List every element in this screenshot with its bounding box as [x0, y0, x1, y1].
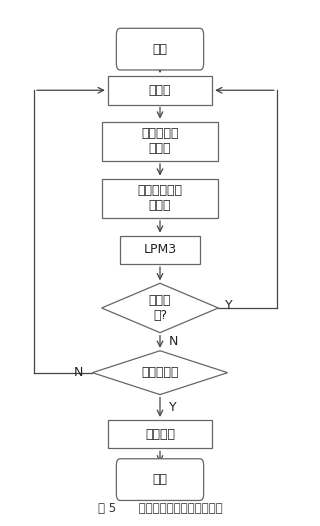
Text: 处理收到的
数据包: 处理收到的 数据包 — [141, 127, 179, 155]
Text: Y: Y — [169, 401, 177, 414]
Text: 收到数
据?: 收到数 据? — [149, 294, 171, 322]
Text: 图 5      下位机串口通信程序结构图: 图 5 下位机串口通信程序结构图 — [98, 502, 222, 515]
Text: 初始化: 初始化 — [149, 84, 171, 97]
Text: LPM3: LPM3 — [143, 244, 177, 256]
Bar — [108, 420, 212, 448]
Text: 开始: 开始 — [153, 43, 167, 56]
Polygon shape — [102, 284, 218, 332]
Text: 恢复现场: 恢复现场 — [145, 428, 175, 441]
Text: 返回: 返回 — [153, 473, 167, 486]
Polygon shape — [92, 351, 228, 394]
FancyBboxPatch shape — [116, 28, 204, 70]
Bar — [120, 236, 200, 264]
Text: N: N — [169, 335, 179, 348]
Bar — [102, 122, 218, 161]
FancyBboxPatch shape — [116, 459, 204, 500]
Bar — [102, 178, 218, 218]
Text: N: N — [74, 366, 83, 379]
Text: 通信完毕？: 通信完毕？ — [141, 366, 179, 379]
Text: 通过串行口发
送数据: 通过串行口发 送数据 — [138, 184, 182, 213]
Bar — [108, 76, 212, 105]
Text: Y: Y — [225, 299, 232, 312]
